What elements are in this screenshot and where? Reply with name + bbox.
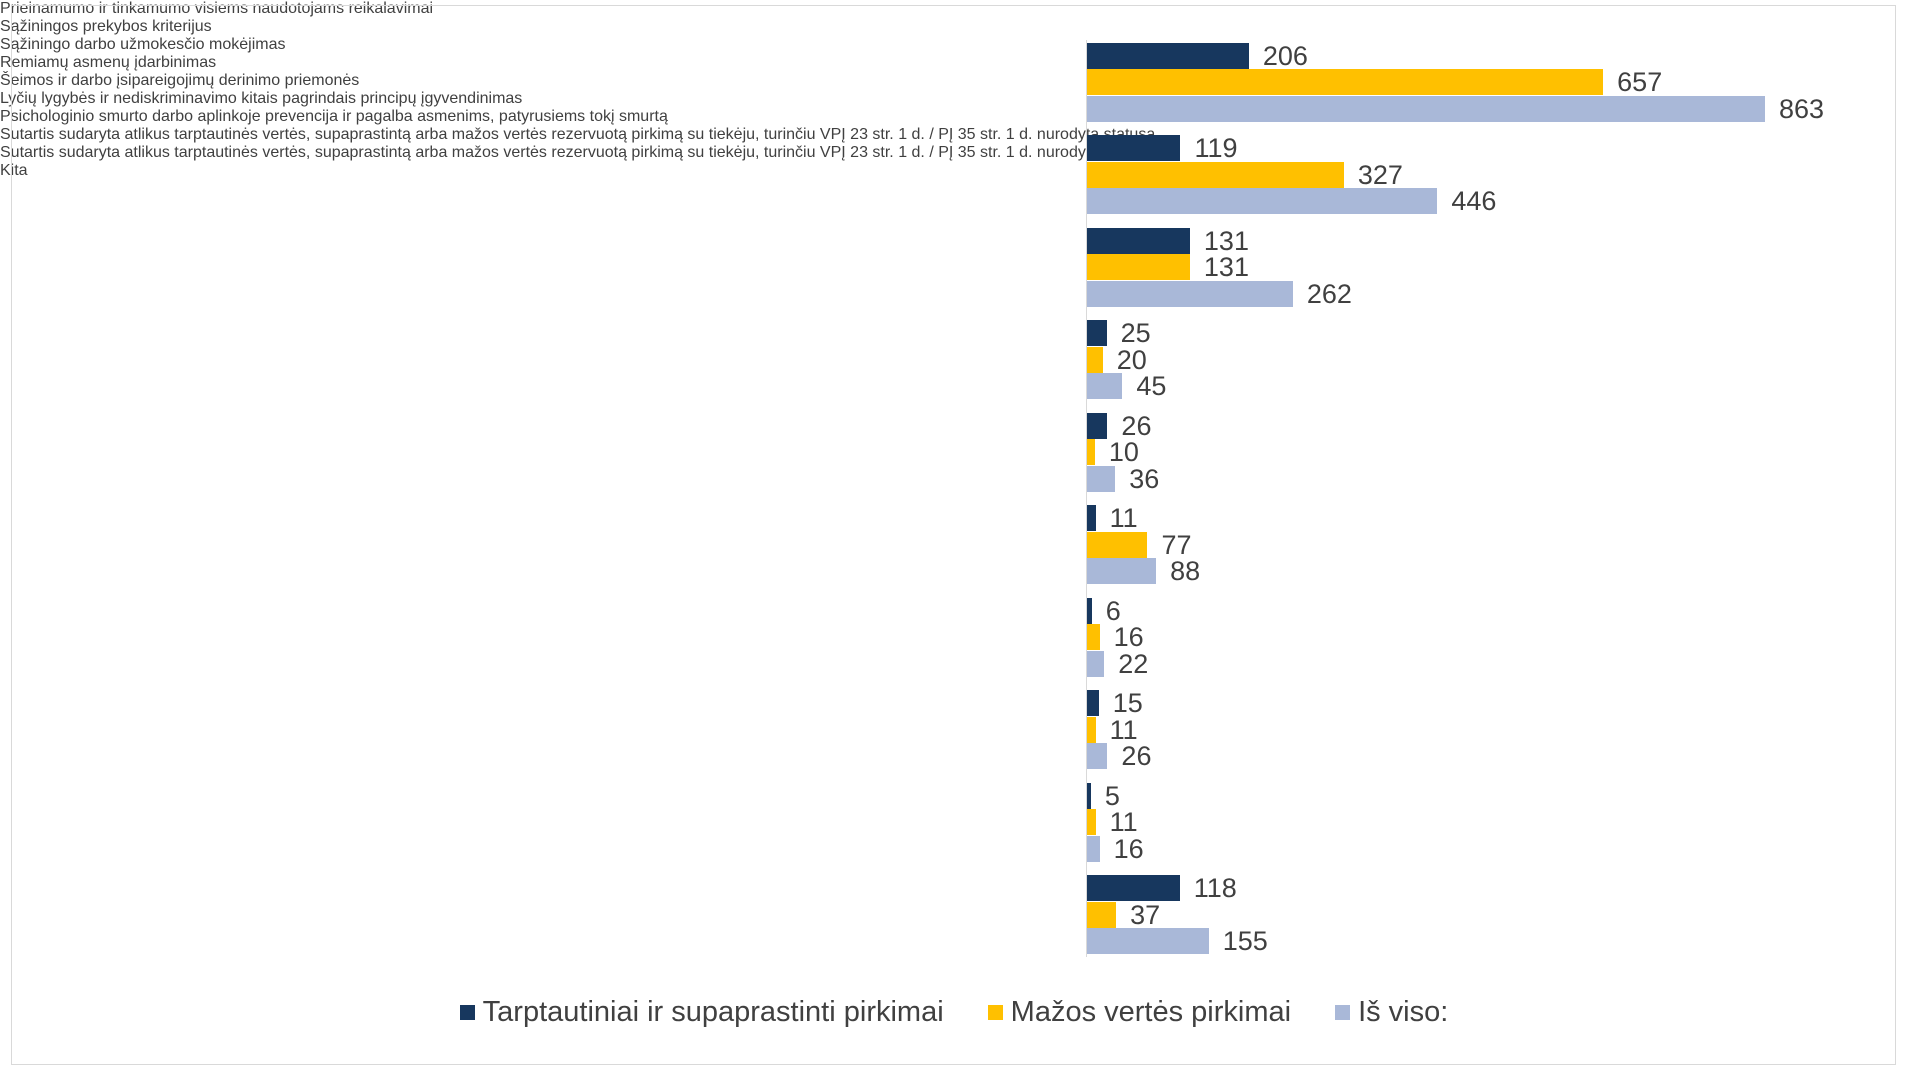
chart-frame (11, 5, 1896, 1065)
category-axis (1086, 40, 1087, 957)
bar (1087, 135, 1181, 162)
value-label: 16 (1113, 833, 1144, 864)
category-label: Sąžiningo darbo užmokesčio mokėjimas (0, 36, 286, 53)
legend-label: Tarptautiniai ir supaprastinti pirkimai (482, 996, 944, 1028)
value-label: 262 (1306, 278, 1352, 309)
value-label: 131 (1203, 252, 1249, 283)
bar (1087, 716, 1096, 743)
bar (1087, 95, 1765, 122)
value-label: 88 (1170, 556, 1201, 587)
legend-item: Mažos vertės pirkimai (987, 996, 1292, 1029)
bar (1087, 227, 1190, 254)
value-label: 119 (1194, 133, 1238, 164)
value-label: 155 (1222, 926, 1268, 957)
value-label: 6 (1105, 595, 1121, 626)
category-label: Šeimos ir darbo įsipareigojimų derinimo … (0, 72, 360, 89)
legend-swatch (459, 1005, 475, 1020)
bar (1087, 743, 1108, 770)
bar (1087, 439, 1095, 466)
bar (1087, 69, 1604, 96)
bar (1087, 597, 1092, 624)
category-label: Kita (0, 162, 28, 179)
bar (1087, 875, 1180, 902)
bar (1087, 690, 1099, 717)
bar (1087, 412, 1108, 439)
value-label: 327 (1357, 159, 1403, 190)
bar (1087, 280, 1293, 307)
value-label: 26 (1121, 410, 1152, 441)
bar (1087, 505, 1096, 532)
bar (1087, 835, 1100, 862)
value-label: 45 (1136, 371, 1167, 402)
legend-item: Iš viso: (1335, 996, 1448, 1029)
value-label: 37 (1130, 899, 1161, 930)
category-label: Sutartis sudaryta atlikus tarptautinės v… (0, 126, 1156, 143)
legend-swatch (1335, 1005, 1351, 1020)
bar (1087, 624, 1100, 651)
bar (1087, 373, 1123, 400)
bar (1087, 320, 1107, 347)
bar (1087, 254, 1190, 281)
value-label: 26 (1121, 741, 1152, 772)
bar (1087, 901, 1117, 928)
bar (1087, 650, 1105, 677)
value-label: 5 (1104, 780, 1120, 811)
value-label: 206 (1262, 40, 1308, 71)
value-label: 446 (1451, 186, 1497, 217)
value-label: 20 (1116, 344, 1147, 375)
value-label: 11 (1109, 503, 1138, 534)
bar (1087, 188, 1438, 215)
value-label: 15 (1112, 688, 1143, 719)
bar (1087, 465, 1116, 492)
legend-item: Tarptautiniai ir supaprastinti pirkimai (459, 996, 944, 1029)
category-label: Sutartis sudaryta atlikus tarptautinės v… (0, 144, 1156, 161)
category-label: Sąžiningos prekybos kriterijus (0, 18, 212, 35)
legend-label: Iš viso: (1358, 996, 1449, 1028)
bar (1087, 42, 1249, 69)
category-label: Remiamų asmenų įdarbinimas (0, 54, 217, 71)
value-label: 11 (1109, 714, 1138, 745)
value-label: 25 (1120, 318, 1151, 349)
value-label: 657 (1617, 67, 1663, 98)
value-label: 22 (1118, 648, 1149, 679)
value-label: 10 (1108, 437, 1139, 468)
value-label: 16 (1113, 622, 1144, 653)
value-label: 77 (1161, 529, 1192, 560)
legend: Tarptautiniai ir supaprastinti pirkimai M… (0, 996, 1908, 1029)
legend-label: Mažos vertės pirkimai (1010, 996, 1292, 1028)
category-label: Psichologinio smurto darbo aplinkoje pre… (0, 108, 668, 125)
bar (1087, 346, 1103, 373)
value-label: 11 (1109, 807, 1138, 838)
value-label: 131 (1203, 225, 1249, 256)
category-label: Lyčių lygybės ir nediskriminavimo kitais… (0, 90, 523, 107)
bar (1087, 782, 1091, 809)
bar (1087, 809, 1096, 836)
legend-swatch (987, 1005, 1003, 1020)
bar (1087, 161, 1344, 188)
bar (1087, 558, 1157, 585)
value-label: 863 (1779, 93, 1825, 124)
value-label: 118 (1193, 873, 1237, 904)
bar (1087, 928, 1209, 955)
category-label: Prieinamumo ir tinkamumo visiems naudoto… (0, 0, 434, 17)
bar (1087, 531, 1148, 558)
value-label: 36 (1129, 463, 1160, 494)
